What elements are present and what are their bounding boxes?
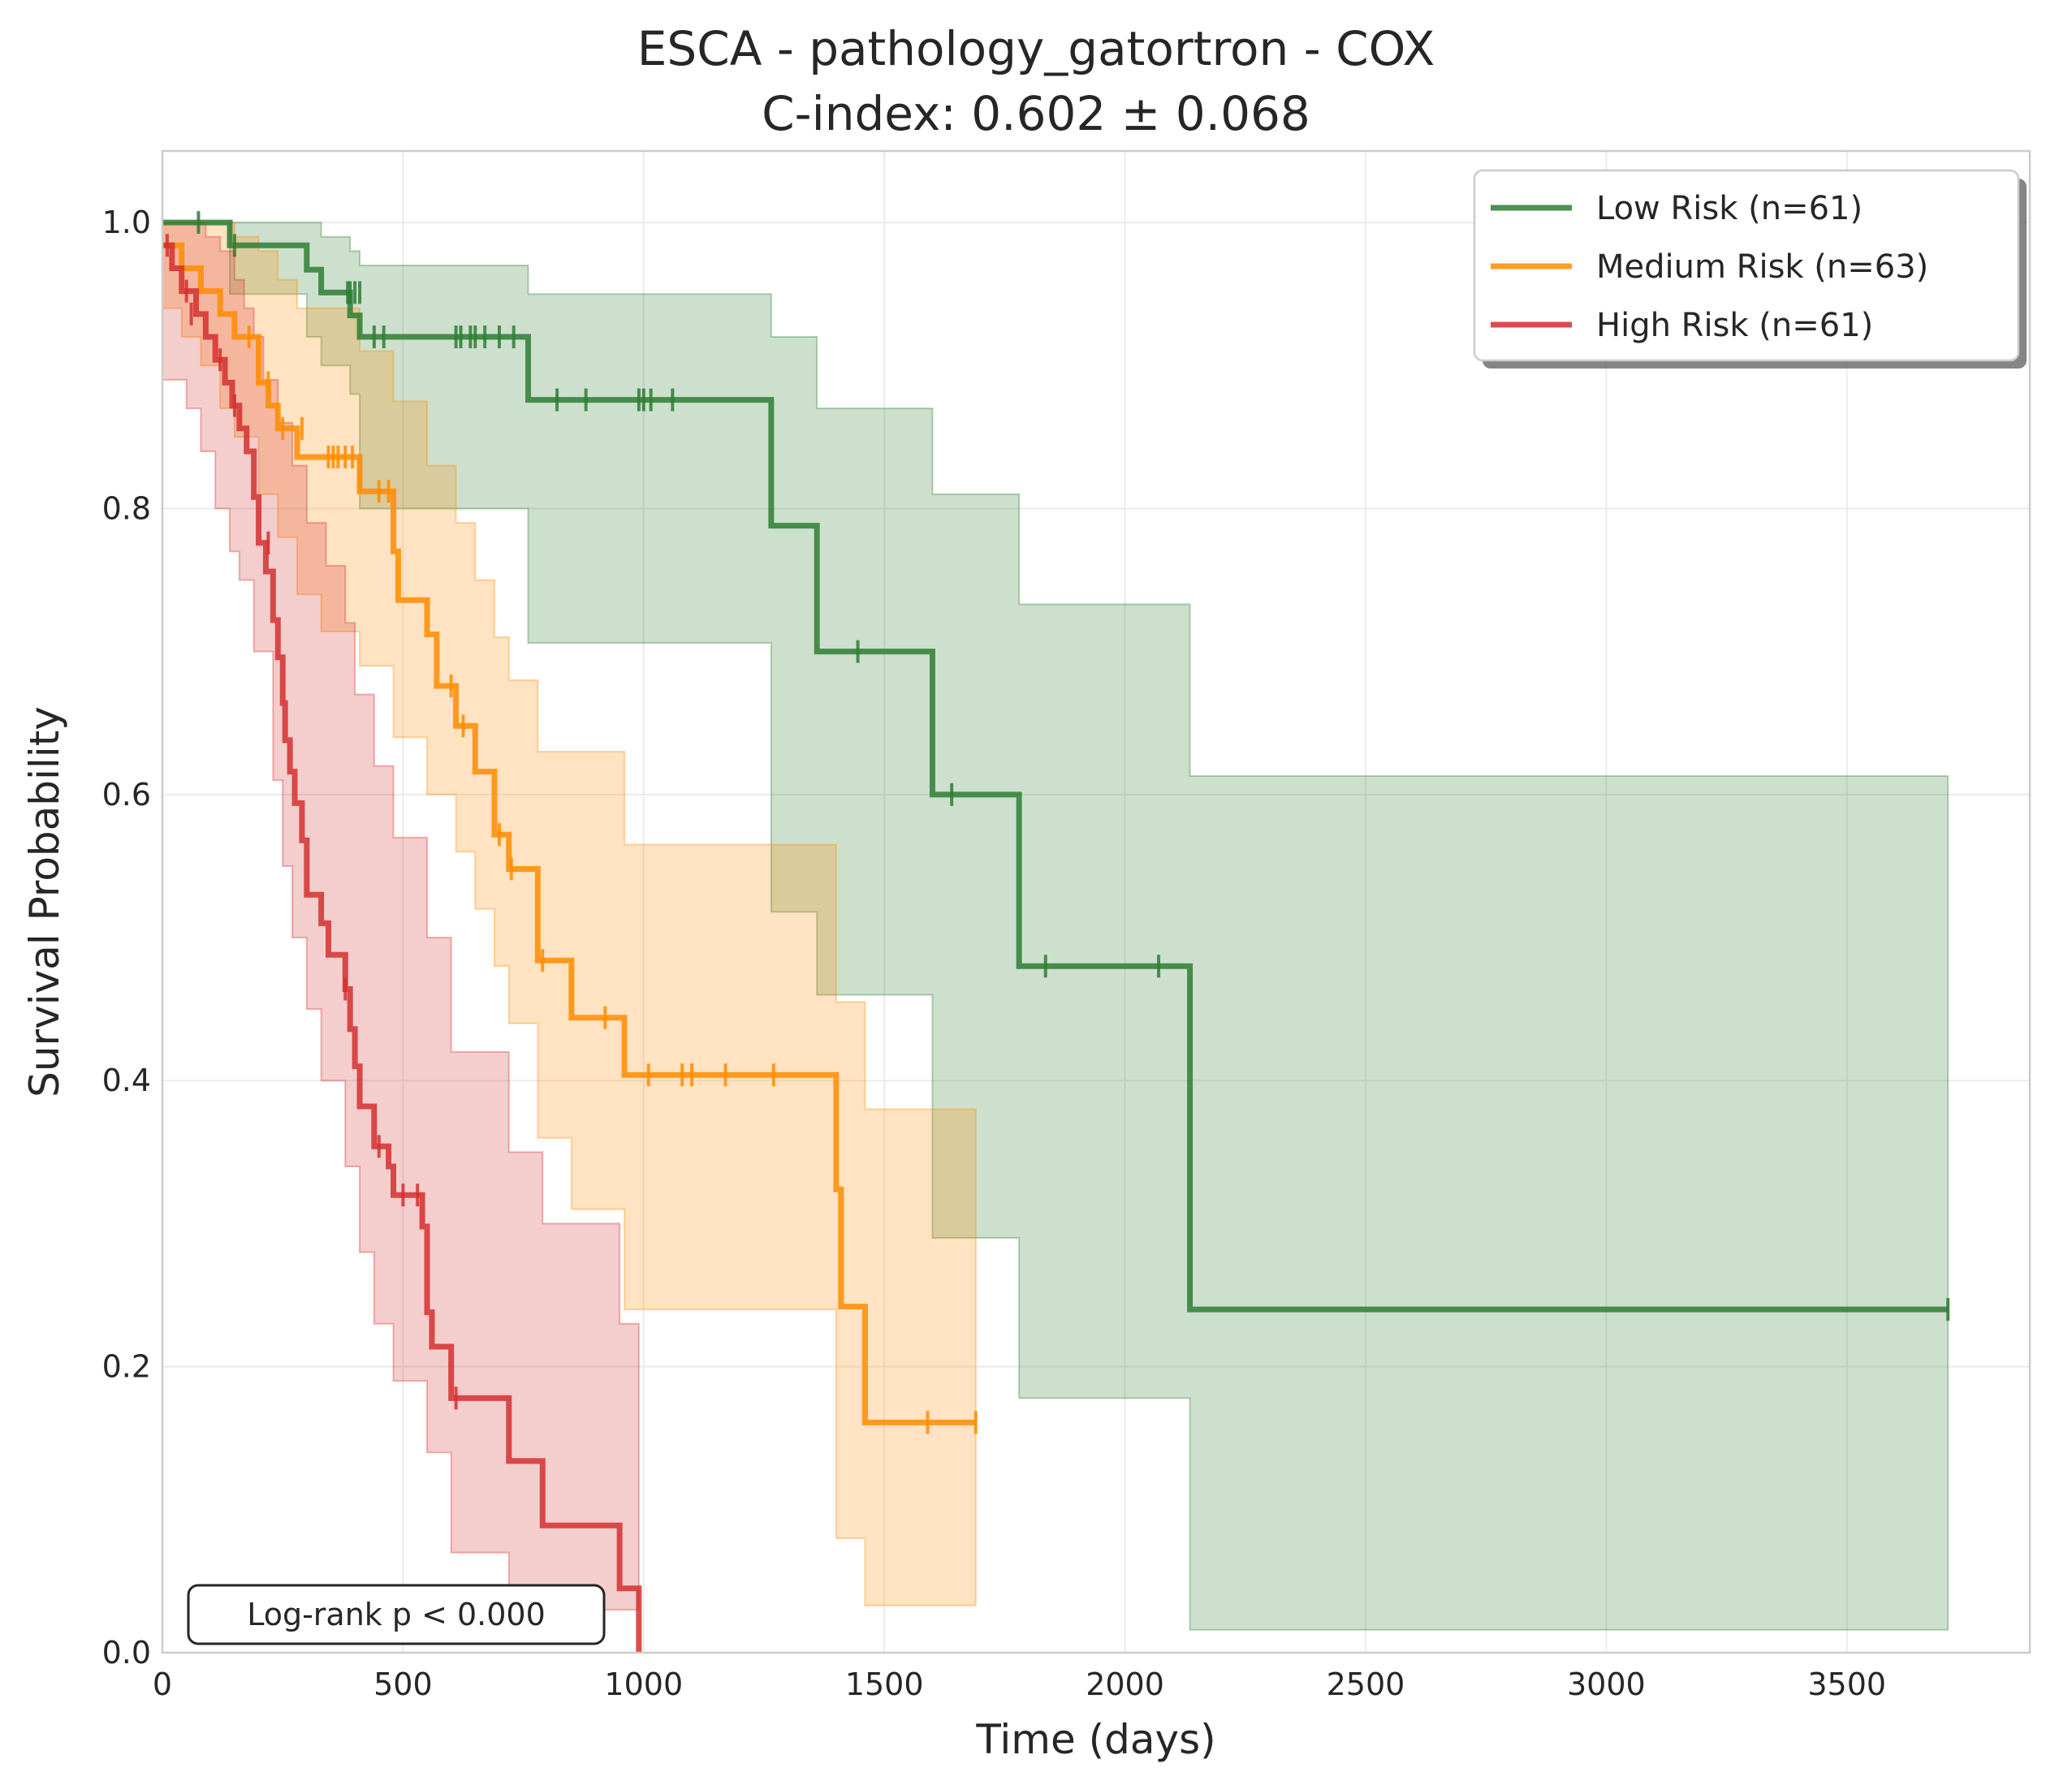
annotation-box xyxy=(187,1584,606,1645)
medium-risk-curve xyxy=(162,242,976,1425)
plot-area xyxy=(162,151,2030,1653)
medium-risk-ci-band xyxy=(162,222,977,1606)
chart-title: ESCA - pathology_gatortron - COX xyxy=(637,21,1435,76)
x-tick-label: 3500 xyxy=(1807,1666,1886,1702)
y-tick-label: 1.0 xyxy=(102,205,151,240)
x-tick-label: 2500 xyxy=(1327,1666,1405,1702)
survival-curves xyxy=(162,219,1949,1653)
x-ticks: 0 500 1000 1500 2000 2500 3000 3500 xyxy=(153,1666,1886,1702)
chart-subtitle: C-index: 0.602 ± 0.068 xyxy=(762,86,1310,141)
confidence-bands xyxy=(162,222,1949,1631)
x-axis-label: Time (days) xyxy=(975,1716,1215,1763)
y-tick-label: 0.6 xyxy=(102,777,151,813)
x-tick-label: 3000 xyxy=(1567,1666,1646,1702)
y-tick-label: 0.8 xyxy=(102,490,151,526)
annotation-text: Log-rank p < 0.000 xyxy=(247,1597,546,1632)
legend-box xyxy=(1473,169,2020,362)
censor-marks xyxy=(165,211,1950,1434)
y-ticks: 0.0 0.2 0.4 0.6 0.8 1.0 xyxy=(102,205,151,1671)
legend: Low Risk (n=61) Medium Risk (n=63) High Ri… xyxy=(1473,169,2027,369)
y-axis-label: Survival Probability xyxy=(21,706,68,1097)
y-tick-label: 0.2 xyxy=(102,1349,151,1385)
plot-border xyxy=(161,149,2031,1654)
x-tick-label: 0 xyxy=(153,1666,172,1702)
x-tick-label: 1000 xyxy=(604,1666,683,1702)
y-tick-label: 0.0 xyxy=(102,1635,151,1671)
x-tick-label: 1500 xyxy=(845,1666,924,1702)
y-tick-label: 0.4 xyxy=(102,1063,151,1098)
logrank-annotation: Log-rank p < 0.000 xyxy=(187,1584,606,1645)
x-tick-label: 500 xyxy=(373,1666,433,1702)
medium-risk-legend-label: Medium Risk (n=63) xyxy=(1596,248,1928,286)
low-risk-curve xyxy=(162,219,1949,1313)
low-risk-ci-band xyxy=(162,222,1949,1631)
x-tick-label: 2000 xyxy=(1086,1666,1164,1702)
grid xyxy=(162,151,2030,1653)
high-risk-curve xyxy=(162,242,642,1653)
low-risk-legend-label: Low Risk (n=61) xyxy=(1596,190,1863,227)
high-risk-legend-label: High Risk (n=61) xyxy=(1596,307,1873,344)
